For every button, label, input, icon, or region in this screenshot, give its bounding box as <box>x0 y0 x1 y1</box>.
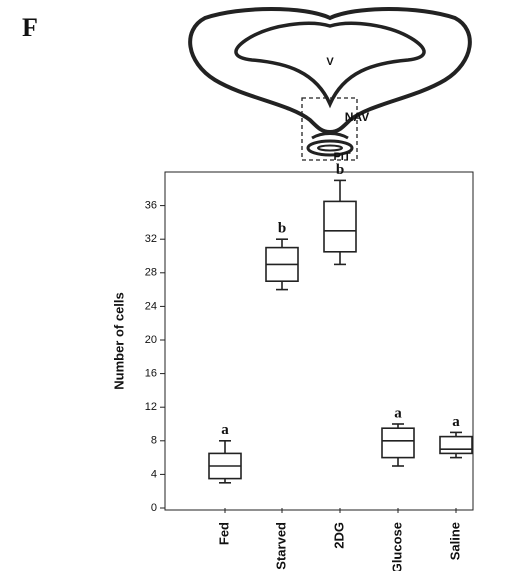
box <box>382 428 414 457</box>
y-tick-label: 32 <box>145 233 157 245</box>
group-label: b <box>336 162 344 178</box>
y-tick-label: 4 <box>151 468 157 480</box>
pituitary-inner <box>318 146 342 151</box>
x-tick-label: Glucose <box>389 522 404 571</box>
x-tick-label: Saline <box>447 522 462 560</box>
stalk <box>312 134 348 139</box>
box <box>324 201 356 251</box>
group-label: b <box>278 221 286 237</box>
brain-diagram <box>190 9 470 155</box>
figure: F V NAV PIT Number of cells 048121620242… <box>0 0 513 571</box>
box <box>440 437 472 454</box>
x-tick-label: Starved <box>273 522 288 570</box>
diagram-label: NAV <box>345 110 369 124</box>
plot-frame <box>165 172 473 510</box>
diagram-label: V <box>326 56 334 68</box>
y-tick-label: 0 <box>151 502 157 514</box>
y-axis-label: Number of cells <box>111 292 126 390</box>
panel-label: F <box>22 13 38 42</box>
y-tick-label: 20 <box>145 334 157 346</box>
group-label: a <box>221 422 229 438</box>
y-tick-label: 28 <box>145 267 157 279</box>
y-tick-label: 36 <box>145 200 157 212</box>
x-tick-label: 2DG <box>331 522 346 549</box>
y-tick-label: 24 <box>145 300 157 312</box>
group-label: a <box>452 414 460 430</box>
x-tick-label: Fed <box>216 522 231 545</box>
y-tick-label: 8 <box>151 435 157 447</box>
y-tick-label: 12 <box>145 401 157 413</box>
group-label: a <box>394 405 402 421</box>
y-tick-label: 16 <box>145 368 157 380</box>
